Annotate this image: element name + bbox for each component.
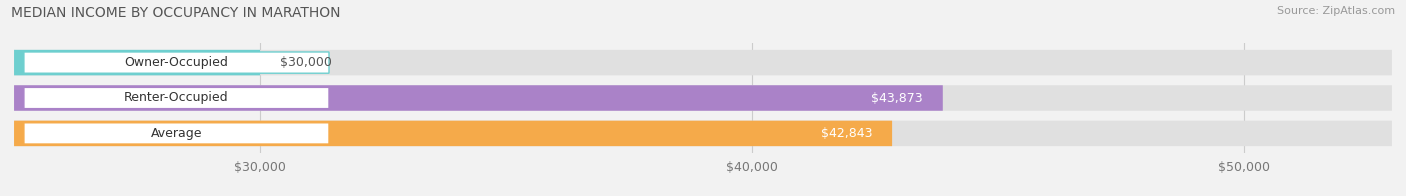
Text: Source: ZipAtlas.com: Source: ZipAtlas.com	[1277, 6, 1395, 16]
FancyBboxPatch shape	[24, 87, 329, 109]
FancyBboxPatch shape	[14, 121, 893, 146]
FancyBboxPatch shape	[14, 85, 1392, 111]
FancyBboxPatch shape	[14, 85, 943, 111]
FancyBboxPatch shape	[14, 50, 260, 75]
FancyBboxPatch shape	[24, 123, 329, 144]
Text: Owner-Occupied: Owner-Occupied	[125, 56, 228, 69]
Text: $30,000: $30,000	[280, 56, 332, 69]
FancyBboxPatch shape	[14, 50, 1392, 75]
FancyBboxPatch shape	[14, 121, 1392, 146]
Text: Average: Average	[150, 127, 202, 140]
Text: Renter-Occupied: Renter-Occupied	[124, 92, 229, 104]
Text: $42,843: $42,843	[821, 127, 873, 140]
Text: $43,873: $43,873	[872, 92, 924, 104]
Text: MEDIAN INCOME BY OCCUPANCY IN MARATHON: MEDIAN INCOME BY OCCUPANCY IN MARATHON	[11, 6, 340, 20]
FancyBboxPatch shape	[24, 52, 329, 73]
